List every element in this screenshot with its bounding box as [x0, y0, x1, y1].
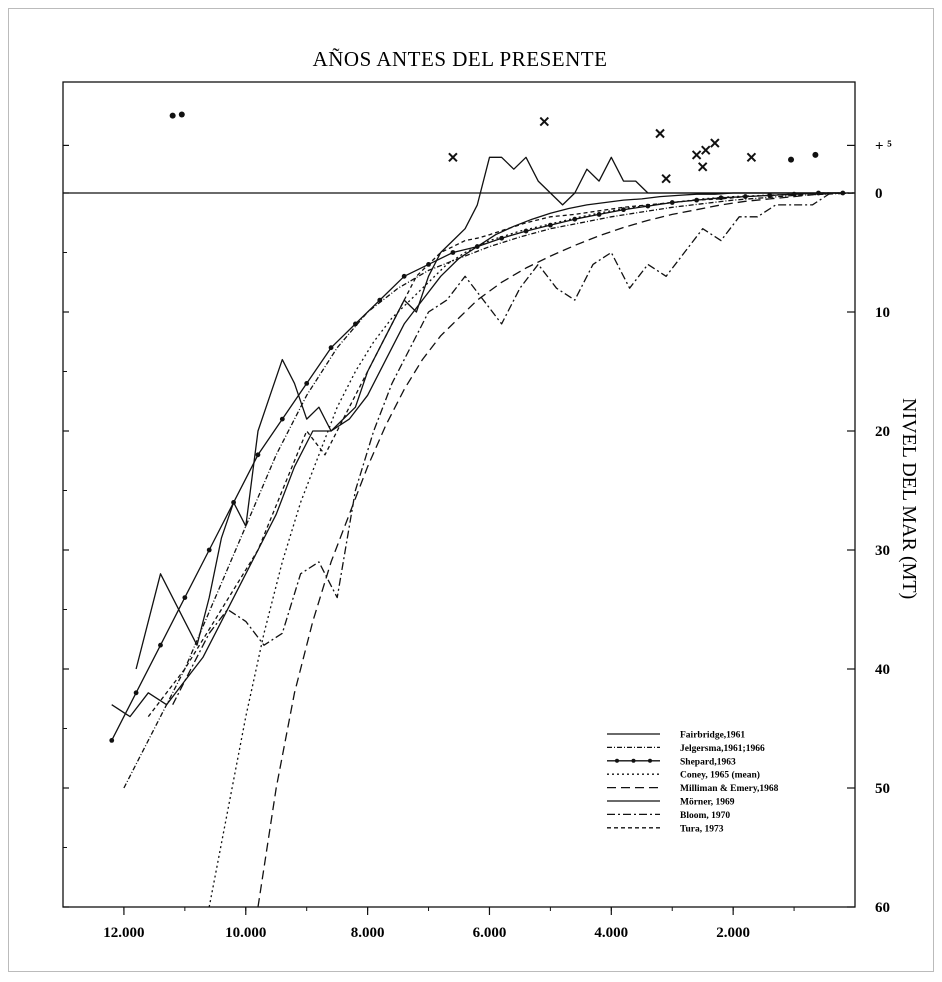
legend-label: Shepard,1963 — [680, 757, 736, 767]
observation-cross — [691, 150, 702, 160]
series-line-4 — [208, 192, 855, 908]
series-marker-3 — [718, 195, 724, 201]
legend-label: Coney, 1965 (mean) — [680, 770, 760, 781]
x-tick-label: 4.000 — [594, 925, 628, 941]
legend: Fairbridge,1961 Jelgersma,1961;1966 Shepar… — [607, 731, 779, 834]
x-tick-label: 10.000 — [225, 925, 266, 941]
x-tick-label: 8.000 — [351, 925, 385, 941]
x-tick-label: 6.000 — [473, 925, 507, 941]
scatter-points — [169, 111, 819, 184]
series-line-5 — [257, 192, 843, 908]
series-marker-3 — [669, 200, 675, 205]
observation-cross — [697, 162, 708, 172]
series-line-7 — [172, 192, 849, 705]
observation-cross — [539, 116, 549, 127]
legend-label: Bloom, 1970 — [680, 811, 730, 821]
series-marker-3 — [547, 222, 553, 228]
series-marker-3 — [377, 297, 383, 303]
series-marker-3 — [133, 690, 139, 696]
observation-cross — [710, 138, 720, 148]
chart-title: AÑOS ANTES DEL PRESENTE — [313, 47, 608, 71]
legend-swatch-marker — [631, 758, 636, 763]
plot-area — [62, 81, 856, 908]
series-marker-3 — [158, 642, 163, 648]
legend-label: Mörner, 1969 — [680, 798, 735, 808]
series-marker-3 — [255, 452, 261, 458]
legend-swatch-marker — [648, 758, 652, 763]
legend-label: Fairbridge,1961 — [680, 731, 745, 741]
y-tick-label: 40 — [875, 662, 890, 678]
legend-swatch-marker — [615, 758, 619, 763]
observation-cross — [701, 145, 711, 155]
series-marker-3 — [328, 345, 334, 351]
y-tick-label: 20 — [875, 424, 890, 440]
x-tick-label: 12.000 — [103, 925, 144, 941]
series-marker-3 — [450, 250, 456, 255]
observation-cross — [655, 128, 665, 139]
series-layer — [109, 156, 856, 908]
series-marker-3 — [353, 321, 358, 327]
series-marker-3 — [572, 216, 578, 222]
observation-cross — [746, 152, 757, 163]
series-marker-3 — [231, 500, 236, 505]
observation-cross — [661, 174, 671, 184]
observation-dot — [788, 156, 795, 163]
y-tick-label: 0 — [875, 186, 883, 202]
legend-label: Jelgersma,1961;1966 — [680, 744, 765, 754]
observation-dot — [169, 112, 176, 119]
series-marker-3 — [279, 416, 285, 422]
y-tick-label: 60 — [875, 900, 890, 916]
legend-label: Tura, 1973 — [680, 824, 724, 834]
y-tick-label: 50 — [875, 781, 890, 797]
y-tick-label: + ⁵ — [875, 138, 892, 154]
figure-frame — [8, 8, 934, 972]
axes: 12.000 10.000 8.000 6.000 4.000 2.000 + ⁵ 0 10 20… — [63, 138, 892, 941]
series-marker-3 — [767, 192, 773, 198]
series-marker-3 — [206, 547, 212, 553]
observation-cross — [448, 152, 458, 163]
series-marker-3 — [182, 595, 188, 600]
x-tick-label: 2.000 — [716, 925, 750, 941]
observation-dot — [812, 151, 819, 158]
observation-dot — [178, 111, 185, 118]
y-tick-label: 10 — [875, 305, 890, 321]
y-axis-label: NIVEL DEL MAR (MT) — [898, 398, 920, 599]
series-line-2 — [123, 192, 856, 789]
y-tick-label: 30 — [875, 543, 890, 559]
legend-label: Milliman & Emery,1968 — [680, 784, 779, 794]
series-marker-3 — [109, 738, 115, 743]
series-marker-3 — [401, 273, 407, 279]
series-marker-3 — [304, 381, 310, 386]
series-line-8 — [147, 192, 843, 717]
series-line-6 — [111, 192, 843, 718]
series-line-3 — [111, 192, 843, 741]
